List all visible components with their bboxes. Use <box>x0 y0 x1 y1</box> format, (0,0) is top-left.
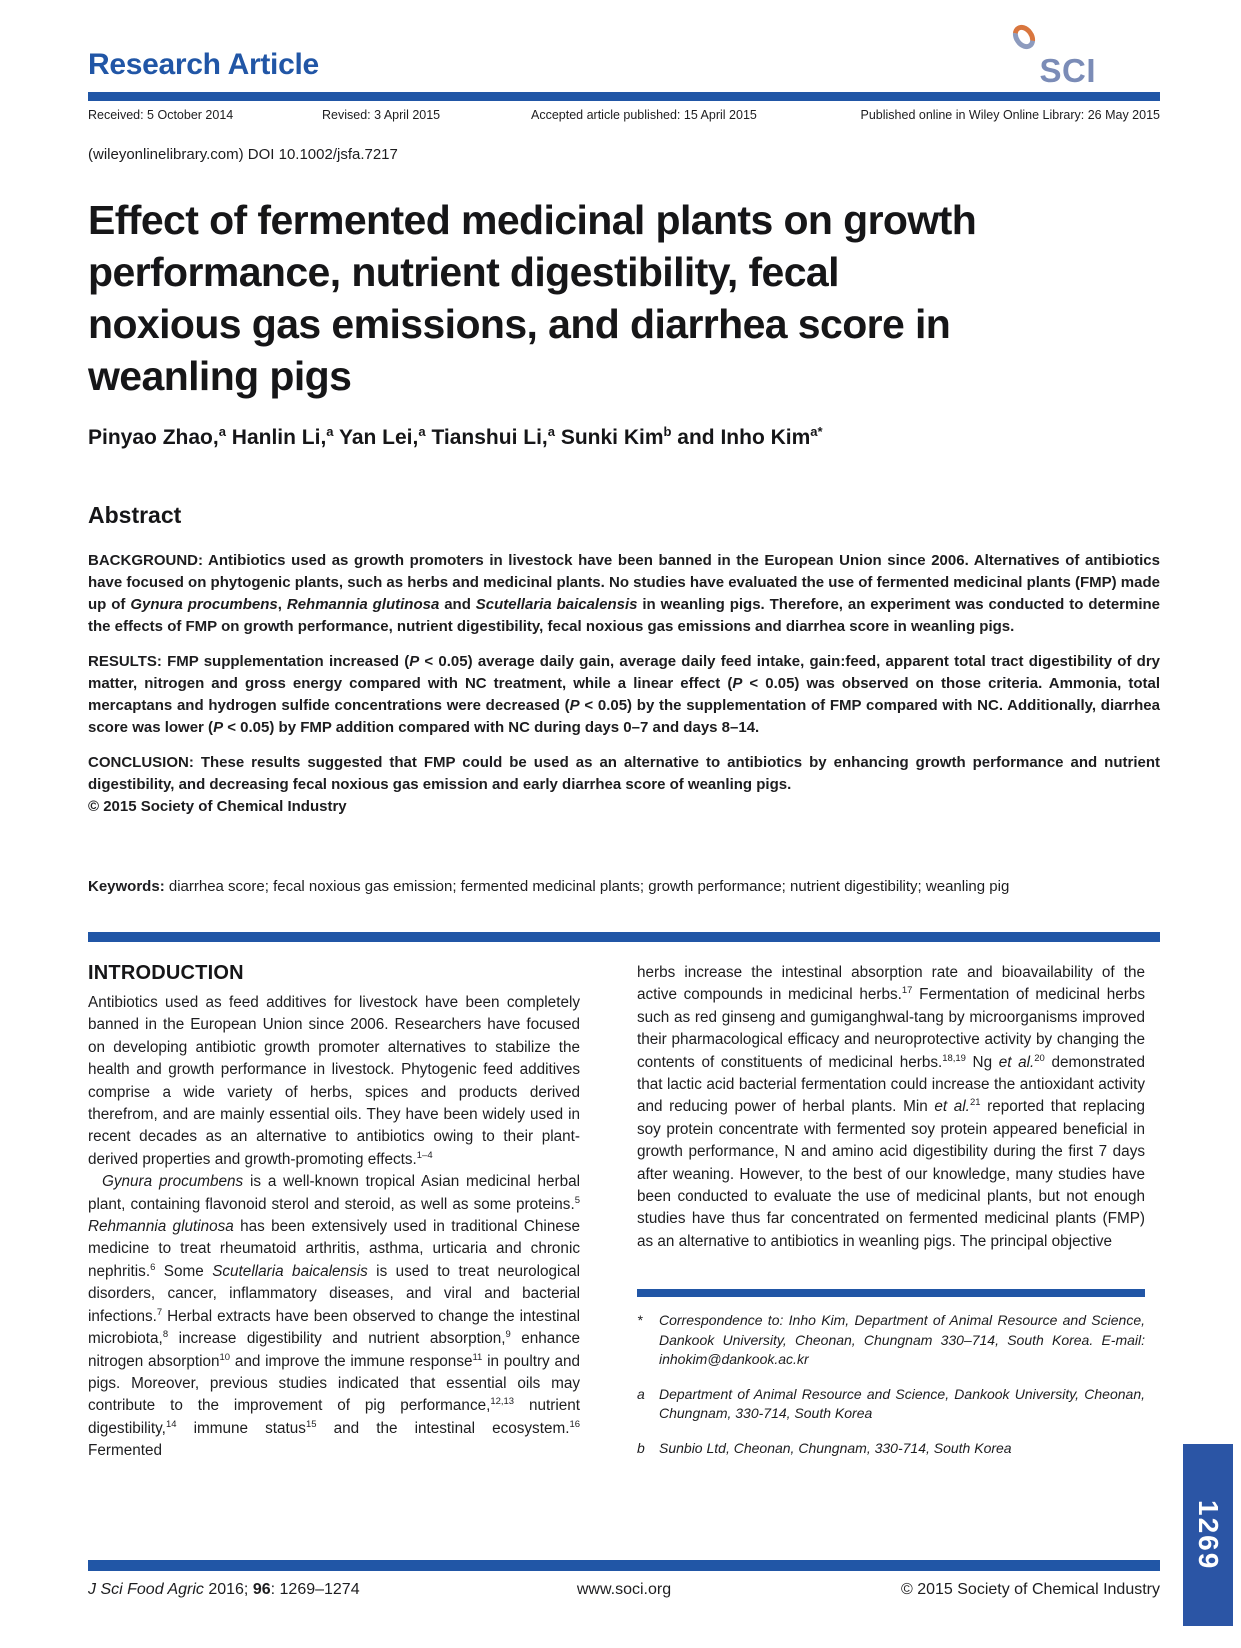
sci-ring-icon <box>1008 20 1040 54</box>
header-rule <box>88 92 1160 101</box>
sci-logo: SCI <box>1002 20 1102 90</box>
title-line: noxious gas emissions, and diarrhea scor… <box>88 301 951 347</box>
article-title: Effect of fermented medicinal plants on … <box>88 194 1160 402</box>
body-columns: INTRODUCTION Antibiotics used as feed ad… <box>88 962 1145 1473</box>
footnote-text: Department of Animal Resource and Scienc… <box>659 1385 1145 1422</box>
intro-paragraph-2: Gynura procumbens is a well-known tropic… <box>88 1173 581 1460</box>
doi-line: (wileyonlinelibrary.com) DOI 10.1002/jsf… <box>88 146 398 163</box>
footnote-marker: * <box>637 1312 643 1329</box>
abstract-copyright: © 2015 Society of Chemical Industry <box>88 798 347 815</box>
page-number: 1269 <box>1193 1499 1224 1571</box>
abstract-heading: Abstract <box>88 502 182 528</box>
journal-reference: J Sci Food Agric 2016; 96: 1269–1274 <box>88 1581 360 1598</box>
dates-row: Received: 5 October 2014 Revised: 3 Apri… <box>88 108 1160 124</box>
footnote-text: Correspondence to: Inho Kim, Department … <box>659 1312 1145 1368</box>
published-date: Published online in Wiley Online Library… <box>860 108 1160 122</box>
sci-logo-text: SCI <box>1039 52 1096 89</box>
received-date: Received: 5 October 2014 <box>88 108 234 122</box>
footnotes: * Correspondence to: Inho Kim, Departmen… <box>637 1311 1145 1458</box>
section-divider <box>88 932 1160 942</box>
page-number-tab: 1269 <box>1183 1444 1233 1626</box>
introduction-heading: INTRODUCTION <box>88 962 244 984</box>
abstract-background: BACKGROUND: Antibiotics used as growth p… <box>88 552 1161 635</box>
intro-paragraph-1: Antibiotics used as feed additives for l… <box>88 994 580 1168</box>
authors-line: Pinyao Zhao,a Hanlin Li,a Yan Lei,a Tian… <box>88 424 823 449</box>
keywords-line: Keywords: diarrhea score; fecal noxious … <box>88 878 1010 895</box>
footnote-marker: a <box>637 1385 645 1402</box>
title-line: Effect of fermented medicinal plants on … <box>88 197 977 243</box>
footnote-affiliation-a: a Department of Animal Resource and Scie… <box>637 1385 1145 1424</box>
footnote-divider <box>637 1289 1145 1298</box>
title-line: performance, nutrient digestibility, fec… <box>88 249 840 295</box>
footnote-text: Sunbio Ltd, Cheonan, Chungnam, 330-714, … <box>659 1439 1012 1456</box>
footnote-correspondence: * Correspondence to: Inho Kim, Departmen… <box>637 1311 1145 1370</box>
footer-rule <box>88 1560 1160 1571</box>
title-line: weanling pigs <box>88 353 352 399</box>
accepted-date: Accepted article published: 15 April 201… <box>531 108 757 122</box>
footnote-marker: b <box>637 1439 645 1456</box>
left-column: INTRODUCTION Antibiotics used as feed ad… <box>88 962 580 1473</box>
abstract-body: BACKGROUND: Antibiotics used as growth p… <box>88 550 1160 818</box>
revised-date: Revised: 3 April 2015 <box>322 108 441 122</box>
article-type-label: Research Article <box>88 48 319 81</box>
footer: J Sci Food Agric 2016; 96: 1269–1274 www… <box>88 1581 1160 1601</box>
footnote-affiliation-b: b Sunbio Ltd, Cheonan, Chungnam, 330-714… <box>637 1439 1145 1459</box>
footer-website: www.soci.org <box>576 1581 672 1598</box>
abstract-conclusion: CONCLUSION: These results suggested that… <box>88 754 1160 793</box>
intro-paragraph-3: herbs increase the intestinal absorption… <box>637 964 1145 1250</box>
abstract-results: RESULTS: FMP supplementation increased (… <box>88 653 1161 736</box>
right-column: herbs increase the intestinal absorption… <box>637 962 1145 1473</box>
footer-copyright: © 2015 Society of Chemical Industry <box>900 1581 1160 1598</box>
